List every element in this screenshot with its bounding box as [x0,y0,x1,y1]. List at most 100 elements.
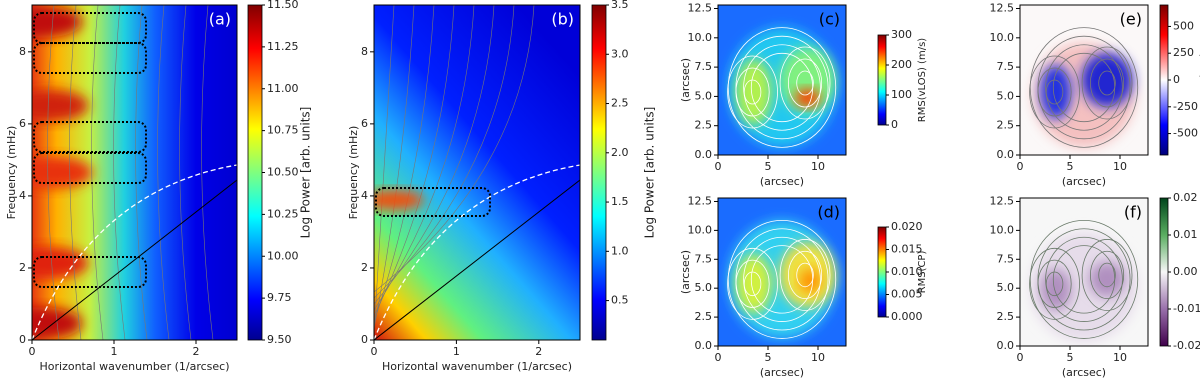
colorbar-tick-label: 2.5 [611,97,629,110]
contour [1037,259,1072,308]
contour [735,67,770,117]
heatmap-blob [32,156,93,189]
colorbar-tick-label: 9.50 [267,333,292,346]
y-tick-label: 2.5 [695,310,713,323]
colorbar-tick-label: 0.020 [891,220,923,233]
colorbar-label: RMS(CP) [917,251,928,294]
highlight-box [33,152,147,184]
colorbar-tick-label: 11.00 [267,82,299,95]
y-tick-label: 10.0 [688,31,713,44]
colorbar [1159,4,1169,156]
heatmap-blob [735,59,772,125]
colorbar-tick-label: 0.5 [611,294,629,307]
y-tick-label: 12.5 [990,2,1015,15]
y-tick-label: 6 [19,117,26,130]
y-tick-label: 2.5 [997,310,1015,323]
plot-frame [717,4,847,156]
colorbar [877,34,887,126]
colorbar-label: Log Power [arb. units] [643,107,657,239]
contour [796,262,814,288]
y-tick-label: 2 [19,261,26,274]
colorbar-tick-label: 300 [891,28,912,41]
y-axis-label: Frequency (mHz) [347,126,360,220]
colorbar-tick-label: 1.5 [611,195,629,208]
y-tick-label: 4 [361,189,368,202]
contour [779,46,831,120]
colorbar [1159,197,1169,347]
panel-label: (a) [209,10,231,29]
contour [47,5,60,340]
contour [69,5,82,340]
lamb-line [374,179,580,340]
panel-label: (e) [1120,10,1142,29]
panel-image [32,5,237,340]
colorbar-tick-label: 0.000 [891,310,923,323]
y-tick-label: 7.5 [997,60,1015,73]
y-tick-label: 0 [19,333,26,346]
x-tick-label: 1 [453,345,460,358]
plot-frame [1019,4,1149,156]
panel-image [1020,5,1148,155]
y-tick-label: 8 [361,45,368,58]
colorbar-tick-label: 0.010 [891,265,923,278]
x-tick-label: 0 [29,345,36,358]
x-tick-label: 0 [715,160,722,173]
contour [1029,27,1139,148]
contour [743,236,821,322]
y-tick-label: 7.5 [997,252,1015,265]
colorbar-tick-label: -0.01 [1173,302,1200,315]
heatmap-blob [32,89,89,122]
heatmap-blob [1030,232,1138,342]
contour [743,44,821,131]
contour [1045,271,1064,297]
heatmap-blob [1081,53,1133,107]
x-tick-label: 0 [1017,160,1024,173]
contour [374,5,535,293]
colorbar-tick-label: 0.015 [891,243,923,256]
heatmap-blob [32,307,83,340]
panel-image [718,198,846,346]
contour [1037,67,1072,117]
contour [157,5,170,340]
heatmap-blob [374,190,424,210]
x-tick-label: 1 [111,345,118,358]
contour [201,5,214,340]
colorbar-tick-label: 3.0 [611,47,629,60]
colorbar-tick-label: 0 [1173,73,1180,86]
dispersion-curve [32,164,237,340]
y-tick-label: 6 [361,117,368,130]
plot-frame [373,4,581,341]
contour [113,5,126,340]
x-tick-label: 0 [715,351,722,364]
colorbar-tick-label: 0.00 [1173,265,1198,278]
y-tick-label: 12.5 [688,194,713,207]
x-tick-label: 10 [1113,351,1127,364]
colorbar-tick-label: 500 [1173,19,1194,32]
contour [1029,55,1080,129]
contour [374,5,435,323]
y-tick-label: 0.0 [997,148,1015,161]
y-tick-label: 7.5 [695,252,713,265]
x-tick-label: 10 [811,160,825,173]
colorbar-label: Log Power [arb. units] [299,107,313,239]
heatmap-blob [794,89,821,107]
contour [1029,247,1080,320]
contour [91,5,104,340]
colorbar-tick-label: 11.50 [267,0,299,11]
heatmap-blob [32,5,83,38]
y-tick-label: 10.0 [990,31,1015,44]
colorbar [591,4,607,341]
y-tick-label: 4 [19,189,26,202]
heatmap-blob [1040,269,1072,311]
highlight-box [33,256,147,288]
y-tick-label: 5.0 [997,89,1015,102]
colorbar-tick-label: 3.5 [611,0,629,11]
colorbar-tick-label: 10.00 [267,249,299,262]
colorbar-tick-label: 200 [891,58,912,71]
heatmap-blob [779,47,836,113]
colorbar-tick-label: 9.75 [267,291,292,304]
y-tick-label: 7.5 [695,60,713,73]
y-tick-label: 2 [361,261,368,274]
contour [1045,236,1123,322]
